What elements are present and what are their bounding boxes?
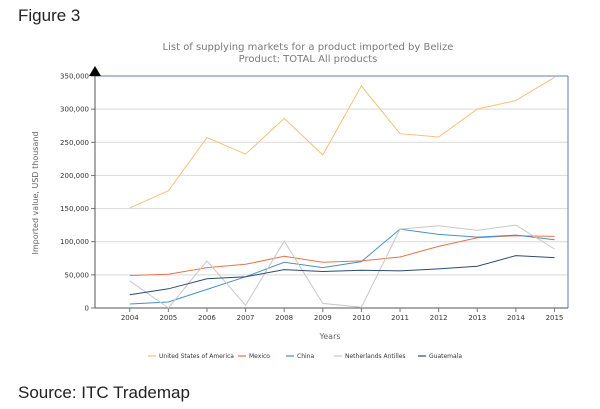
chart-subtitle: Product: TOTAL All products <box>239 54 378 65</box>
x-tick-label: 2015 <box>546 314 564 322</box>
x-tick-label: 2011 <box>391 314 409 322</box>
x-tick-label: 2014 <box>507 314 525 322</box>
y-axis-arrow <box>89 66 101 76</box>
legend-label: Mexico <box>249 353 270 360</box>
x-axis-label: Years <box>318 332 340 341</box>
x-tick-label: 2010 <box>353 314 371 322</box>
legend-label: Netherlands Antilles <box>345 353 406 360</box>
tick-labels: 0 50,000 100,000 150,000 200,000 250,000 300,0… <box>60 73 563 323</box>
legend-label: China <box>297 353 314 360</box>
x-tick-label: 2007 <box>237 314 255 322</box>
x-tick-label: 2008 <box>275 314 293 322</box>
series-lines <box>129 76 555 309</box>
x-tick-label: 2005 <box>159 314 177 322</box>
y-tick-label: 300,000 <box>60 106 89 114</box>
chart-title: List of supplying markets for a product … <box>163 42 454 53</box>
legend: United States of America Mexico China Nethe… <box>148 353 462 360</box>
x-tick-label: 2004 <box>121 314 139 322</box>
y-tick-label: 350,000 <box>60 73 89 81</box>
y-tick-label: 200,000 <box>60 172 89 180</box>
y-tick-label: 250,000 <box>60 139 89 147</box>
y-tick-label: 50,000 <box>65 271 90 279</box>
series-line <box>129 228 555 305</box>
x-tick-label: 2013 <box>468 314 486 322</box>
x-tick-label: 2012 <box>430 314 448 322</box>
x-tick-label: 2006 <box>198 314 216 322</box>
series-line <box>129 255 555 296</box>
y-tick-label: 100,000 <box>60 238 89 246</box>
y-tick-label: 0 <box>85 305 89 313</box>
legend-label: United States of America <box>159 353 234 360</box>
grid-lines <box>95 75 568 276</box>
source-label: Source: ITC Trademap <box>18 383 190 402</box>
x-tick-label: 2009 <box>314 314 332 322</box>
series-line <box>129 76 555 209</box>
series-line <box>129 224 555 309</box>
y-axis-label: Imported value, USD thousand <box>31 131 40 254</box>
figure-label: Figure 3 <box>18 6 81 25</box>
legend-label: Guatemala <box>429 353 462 360</box>
axes <box>89 66 569 312</box>
y-tick-label: 150,000 <box>60 205 89 213</box>
